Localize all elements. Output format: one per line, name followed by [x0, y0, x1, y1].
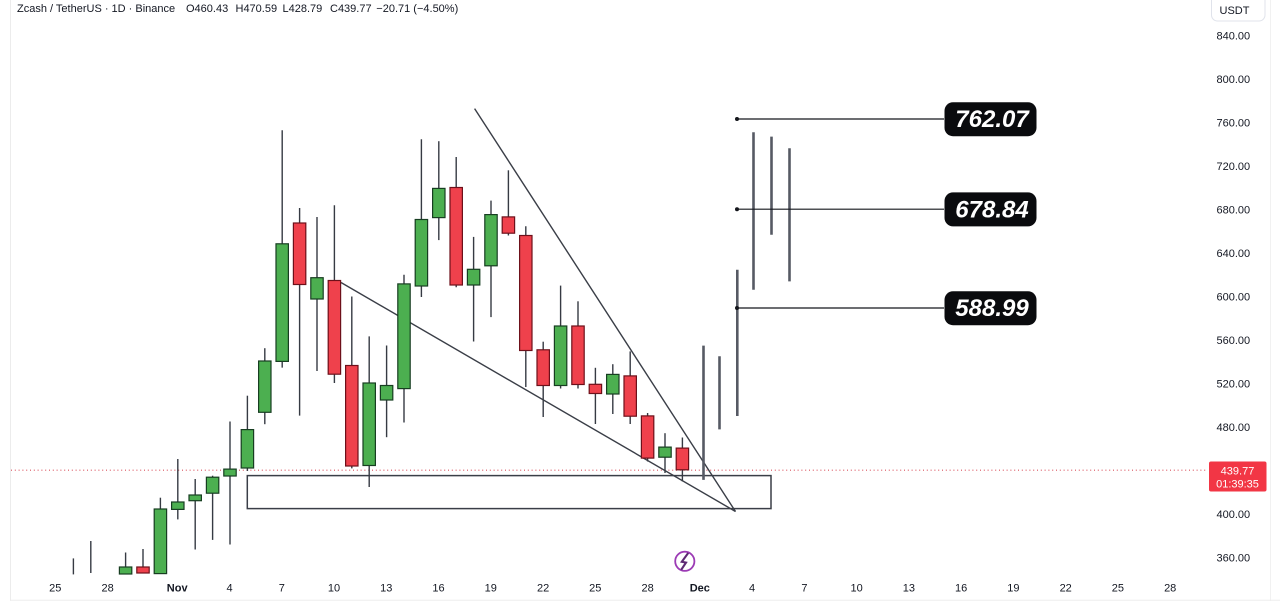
svg-text:O460.43: O460.43	[186, 3, 228, 15]
svg-text:28: 28	[641, 582, 653, 594]
svg-text:16: 16	[955, 582, 967, 594]
svg-text:800.00: 800.00	[1217, 74, 1251, 86]
svg-text:16: 16	[432, 582, 444, 594]
svg-text:760.00: 760.00	[1217, 117, 1251, 129]
svg-text:Dec: Dec	[690, 582, 710, 594]
svg-text:22: 22	[537, 582, 549, 594]
svg-text:680.00: 680.00	[1217, 204, 1251, 216]
svg-text:Zcash / TetherUS · 1D · Binanc: Zcash / TetherUS · 1D · Binance	[17, 3, 175, 15]
svg-text:840.00: 840.00	[1217, 30, 1251, 42]
svg-text:USDT: USDT	[1220, 5, 1250, 17]
svg-text:600.00: 600.00	[1217, 291, 1251, 303]
svg-text:7: 7	[801, 582, 807, 594]
svg-text:25: 25	[49, 582, 61, 594]
svg-text:28: 28	[101, 582, 113, 594]
svg-text:520.00: 520.00	[1217, 378, 1251, 390]
svg-text:10: 10	[850, 582, 862, 594]
svg-text:L428.79: L428.79	[283, 3, 323, 15]
svg-text:01:39:35: 01:39:35	[1216, 478, 1259, 490]
svg-text:4: 4	[226, 582, 232, 594]
svg-text:640.00: 640.00	[1217, 248, 1251, 260]
svg-text:360.00: 360.00	[1217, 552, 1251, 564]
svg-text:28: 28	[1164, 582, 1176, 594]
svg-text:13: 13	[380, 582, 392, 594]
svg-text:7: 7	[279, 582, 285, 594]
svg-text:H470.59: H470.59	[236, 3, 278, 15]
svg-text:762.07: 762.07	[955, 106, 1030, 133]
svg-text:22: 22	[1060, 582, 1072, 594]
svg-text:10: 10	[328, 582, 340, 594]
svg-text:25: 25	[1112, 582, 1124, 594]
svg-text:678.84: 678.84	[955, 196, 1028, 223]
svg-text:4: 4	[749, 582, 755, 594]
svg-text:400.00: 400.00	[1217, 509, 1251, 521]
svg-text:588.99: 588.99	[955, 295, 1029, 322]
svg-text:560.00: 560.00	[1217, 335, 1251, 347]
svg-text:Nov: Nov	[167, 582, 189, 594]
svg-text:13: 13	[903, 582, 915, 594]
svg-text:−20.71 (−4.50%): −20.71 (−4.50%)	[376, 3, 458, 15]
svg-text:720.00: 720.00	[1217, 161, 1251, 173]
svg-text:480.00: 480.00	[1217, 422, 1251, 434]
svg-text:C439.77: C439.77	[330, 3, 372, 15]
svg-text:19: 19	[1007, 582, 1019, 594]
svg-text:439.77: 439.77	[1221, 465, 1255, 477]
svg-text:25: 25	[589, 582, 601, 594]
svg-text:19: 19	[485, 582, 497, 594]
